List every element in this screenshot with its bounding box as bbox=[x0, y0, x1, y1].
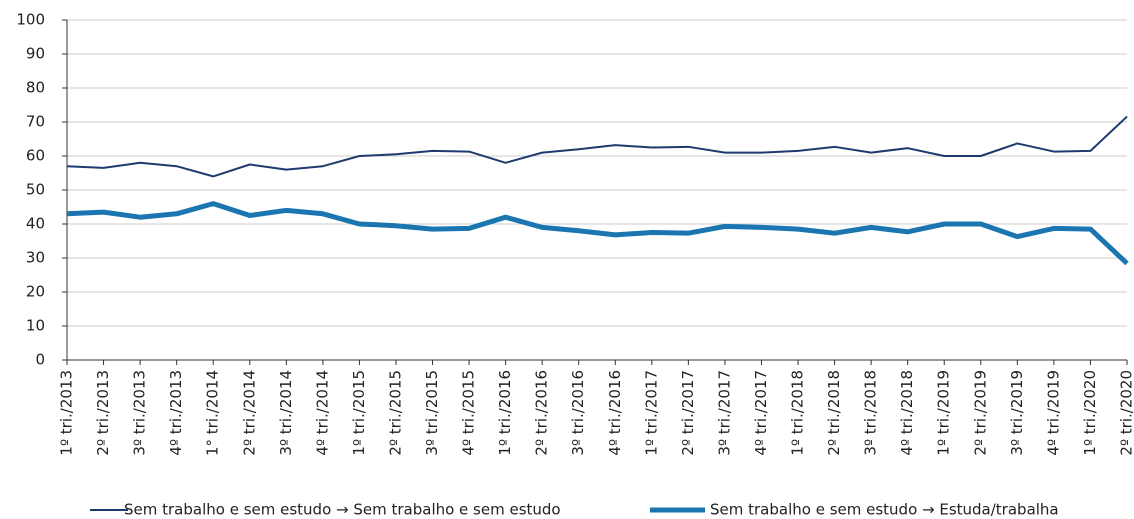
x-tick-label: 4º tri./2016 bbox=[606, 370, 624, 456]
x-tick-label: 3º tri./2016 bbox=[569, 370, 587, 456]
y-tick-label: 100 bbox=[16, 11, 45, 29]
x-tick-label: 1º tri./2018 bbox=[789, 370, 807, 456]
x-tick-label: 2º tri./2018 bbox=[825, 370, 843, 456]
legend-label: Sem trabalho e sem estudo → Estuda/traba… bbox=[710, 501, 1059, 519]
y-tick-label: 90 bbox=[26, 45, 45, 63]
y-tick-label: 0 bbox=[35, 351, 45, 369]
x-tick-label: 1° tri./2014 bbox=[204, 370, 222, 456]
y-tick-label: 60 bbox=[26, 147, 45, 165]
x-tick-label: 3º tri./2019 bbox=[1008, 370, 1026, 456]
x-tick-label: 3º tri./2015 bbox=[423, 370, 441, 456]
x-tick-label: 1º tri./2015 bbox=[350, 370, 368, 456]
x-tick-label: 2º tri./2016 bbox=[533, 370, 551, 456]
x-tick-label: 1º tri./2017 bbox=[642, 370, 660, 456]
y-tick-label: 70 bbox=[26, 113, 45, 131]
y-tick-label: 80 bbox=[26, 79, 45, 97]
x-tick-label: 4º tri./2018 bbox=[898, 370, 916, 456]
x-tick-label: 2º tri./2020 bbox=[1118, 370, 1134, 456]
x-tick-label: 1º tri./2020 bbox=[1081, 370, 1099, 456]
y-tick-label: 30 bbox=[26, 249, 45, 267]
y-tick-label: 10 bbox=[26, 317, 45, 335]
x-tick-label: 4º tri./2019 bbox=[1044, 370, 1062, 456]
x-tick-label: 4º tri./2017 bbox=[752, 370, 770, 456]
x-tick-label: 4º tri./2015 bbox=[460, 370, 478, 456]
x-tick-label: 2º tri./2014 bbox=[240, 370, 258, 456]
x-tick-label: 2º tri./2013 bbox=[94, 370, 112, 456]
x-tick-label: 3º tri./2018 bbox=[862, 370, 880, 456]
y-tick-label: 50 bbox=[26, 181, 45, 199]
x-tick-label: 1º tri./2013 bbox=[58, 370, 76, 456]
x-tick-label: 3º tri./2017 bbox=[715, 370, 733, 456]
y-tick-label: 40 bbox=[26, 215, 45, 233]
x-tick-label: 3º tri./2013 bbox=[131, 370, 149, 456]
line-series bbox=[66, 115, 1128, 178]
x-tick-label: 1º tri./2019 bbox=[935, 370, 953, 456]
x-tick-label: 2º tri./2017 bbox=[679, 370, 697, 456]
line-series bbox=[66, 201, 1129, 266]
x-tick-label: 2º tri./2019 bbox=[971, 370, 989, 456]
x-tick-label: 2º tri./2015 bbox=[386, 370, 404, 456]
y-tick-label: 20 bbox=[26, 283, 45, 301]
x-tick-label: 4º tri./2013 bbox=[167, 370, 185, 456]
x-tick-label: 4º tri./2014 bbox=[313, 370, 331, 456]
x-tick-label: 3º tri./2014 bbox=[277, 370, 295, 456]
x-tick-label: 1º tri./2016 bbox=[496, 370, 514, 456]
legend-label: Sem trabalho e sem estudo → Sem trabalho… bbox=[124, 501, 561, 519]
